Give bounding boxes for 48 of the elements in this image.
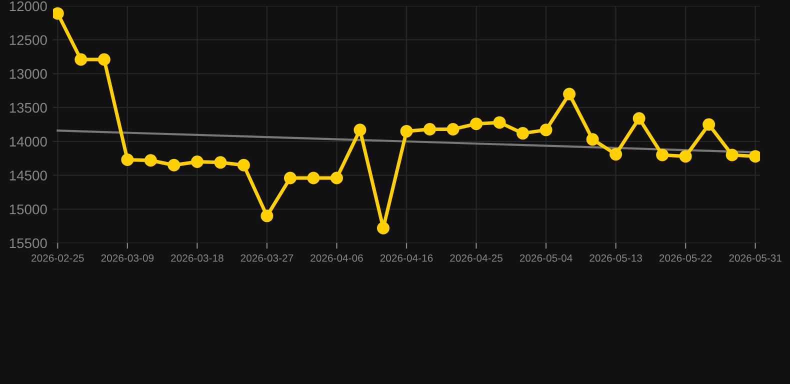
x-tick-label: 2026-03-18 — [171, 254, 224, 262]
point — [632, 112, 646, 125]
x-tick-label: 2026-05-31 — [729, 254, 782, 262]
point — [470, 118, 483, 130]
x-tick-label: 2026-05-13 — [590, 254, 642, 262]
point — [563, 88, 576, 100]
point — [400, 125, 413, 138]
point — [354, 124, 366, 136]
y-tick-label: 15000 — [10, 204, 47, 214]
point — [168, 158, 180, 172]
point — [214, 156, 227, 169]
point — [424, 122, 436, 136]
y-tick-label: 12000 — [10, 1, 47, 12]
point — [446, 122, 460, 136]
point — [121, 153, 134, 166]
point — [516, 127, 530, 140]
point — [330, 172, 343, 184]
point — [260, 210, 274, 222]
point — [74, 53, 88, 66]
x-tick-label: 2026-04-25 — [450, 254, 502, 262]
point — [376, 222, 390, 234]
x-tick-label: 2026-04-06 — [310, 254, 363, 262]
point — [702, 118, 716, 131]
point — [190, 155, 204, 168]
y-tick-label: 12500 — [10, 35, 47, 46]
point — [586, 133, 599, 146]
y-tick-label: 13000 — [10, 69, 47, 79]
y-tick-label: 15500 — [10, 238, 47, 248]
point — [679, 150, 692, 163]
point — [493, 116, 506, 129]
y-tick-label: 14000 — [10, 136, 47, 147]
point — [237, 158, 250, 172]
x-tick-label: 2026-02-25 — [32, 254, 84, 262]
point — [307, 172, 320, 184]
x-tick-label: 2026-05-22 — [659, 254, 712, 262]
point — [726, 148, 738, 162]
x-tick-label: 2026-04-16 — [380, 254, 433, 262]
point — [610, 148, 622, 161]
x-tick-label: 2026-03-27 — [240, 254, 294, 262]
y-tick-label: 13500 — [10, 102, 47, 113]
y-tick-label: 14500 — [10, 170, 47, 180]
point — [284, 172, 296, 184]
x-tick-label: 2026-03-09 — [101, 254, 154, 262]
point — [144, 154, 157, 167]
x-tick-label: 2026-05-04 — [520, 254, 572, 262]
point — [656, 148, 669, 162]
point — [98, 53, 110, 66]
point — [540, 124, 552, 136]
